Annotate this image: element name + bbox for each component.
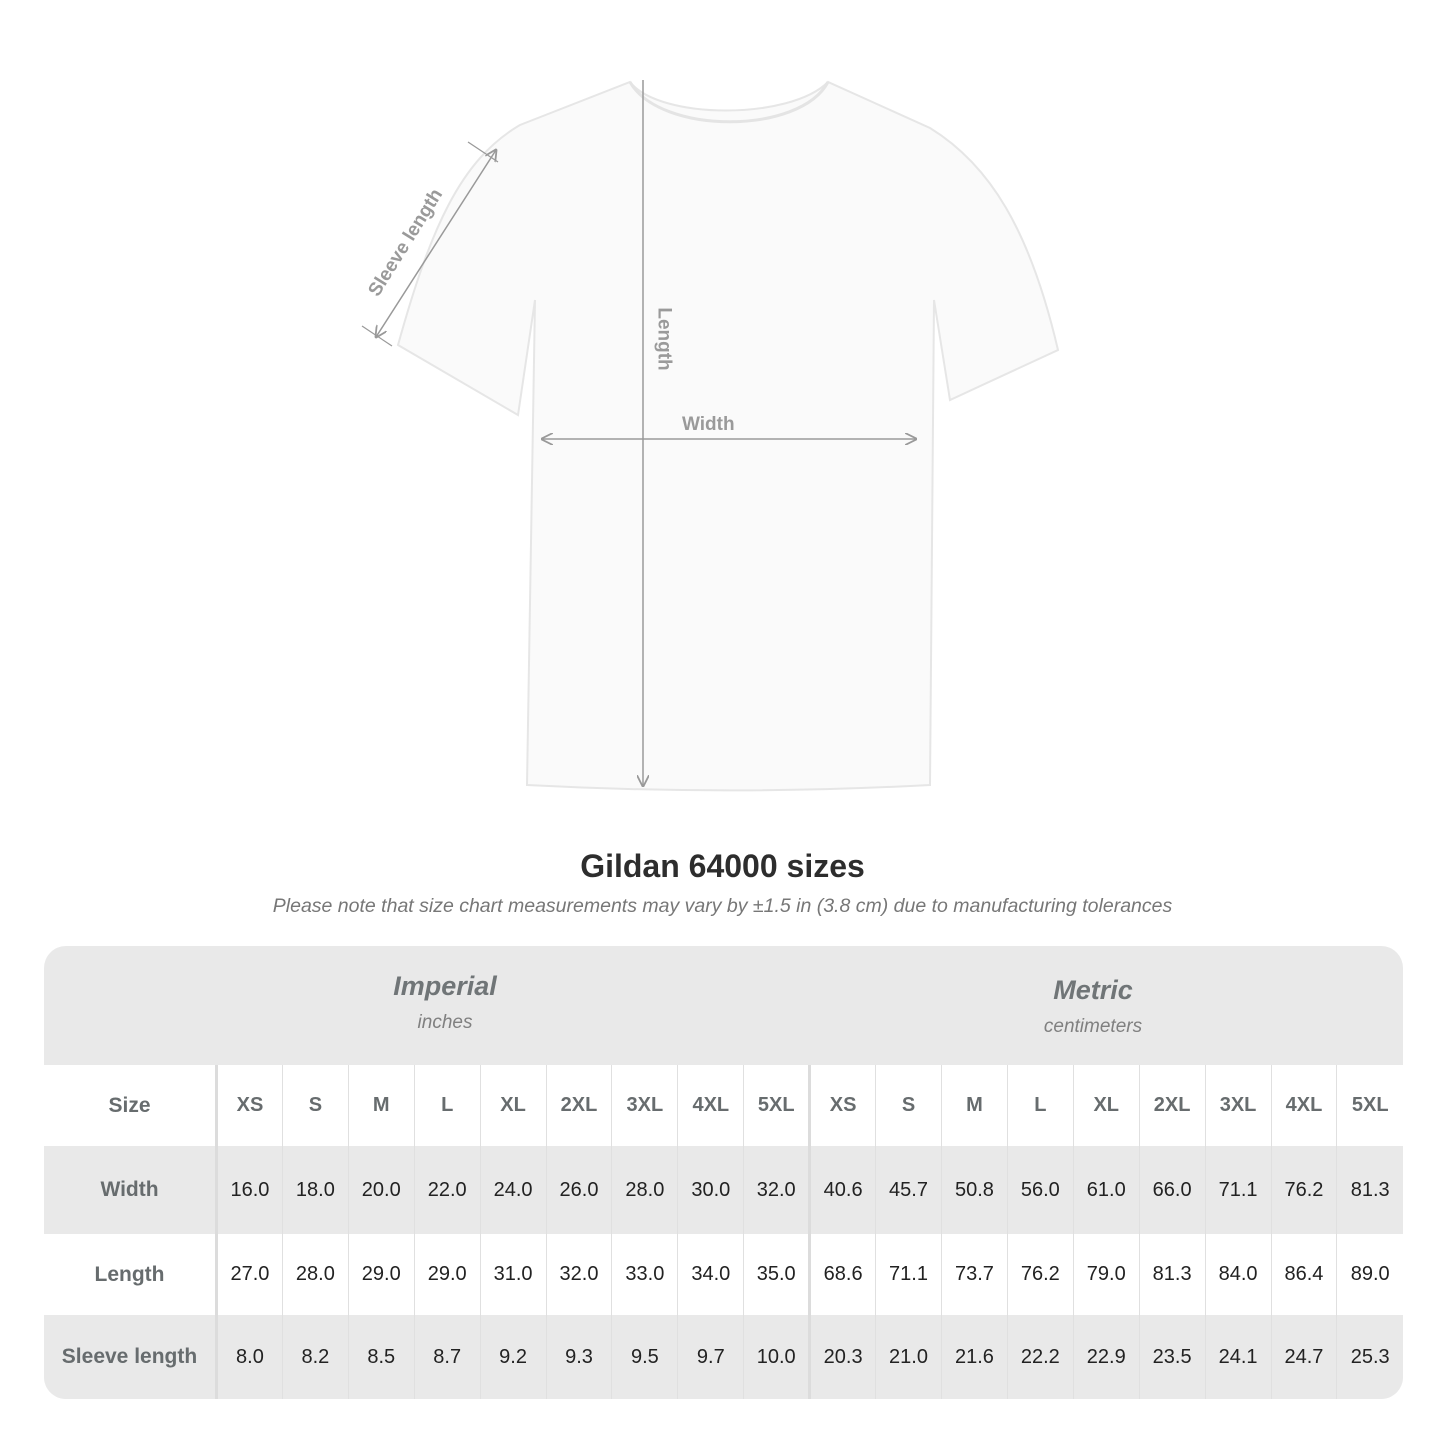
imperial-value: 31.0 [479,1234,547,1315]
metric-value: 20.3 [808,1315,876,1399]
imperial-value: 18.0 [281,1146,349,1234]
imperial-value: 27.0 [216,1234,283,1315]
metric-value: 73.7 [940,1234,1008,1315]
imperial-value: 24.0 [479,1146,547,1234]
imperial-size-xl: XL [479,1065,547,1146]
metric-value: 50.8 [940,1146,1008,1234]
size-header: Size [44,1065,218,1146]
row-label: Width [44,1146,218,1234]
tshirt-image [396,80,1060,792]
metric-value: 24.7 [1270,1315,1337,1399]
metric-size-s: S [875,1065,942,1146]
metric-value: 66.0 [1138,1146,1206,1234]
imperial-value: 32.0 [743,1146,810,1234]
metric-title: Metric [1053,975,1133,1005]
tshirt-diagram [361,80,1060,792]
imperial-value: 29.0 [413,1234,481,1315]
table-header-row: Size XS S M L XL 2XL 3XL 4XL 5XL XS S M L XL 2XL 3XL 4XL 5… [44,1065,1403,1146]
imperial-size-l: L [413,1065,481,1146]
imperial-title: Imperial [393,971,497,1001]
metric-value: 89.0 [1336,1234,1403,1315]
metric-value: 81.3 [1336,1146,1403,1234]
imperial-value: 29.0 [347,1234,415,1315]
metric-value: 56.0 [1006,1146,1074,1234]
metric-value: 81.3 [1138,1234,1206,1315]
imperial-unit: inches [417,1012,473,1033]
imperial-size-2xl: 2XL [545,1065,612,1146]
imperial-size-3xl: 3XL [611,1065,678,1146]
imperial-value: 8.2 [281,1315,349,1399]
table-row: Length 27.0 28.0 29.0 29.0 31.0 32.0 33.0 34.0 35… [44,1234,1403,1315]
metric-size-l: L [1006,1065,1074,1146]
metric-size-3xl: 3XL [1204,1065,1271,1146]
imperial-size-m: M [347,1065,415,1146]
imperial-value: 35.0 [743,1234,810,1315]
metric-value: 84.0 [1204,1234,1271,1315]
width-label: Width [682,414,735,435]
metric-value: 68.6 [808,1234,876,1315]
imperial-value: 20.0 [347,1146,415,1234]
metric-value: 21.6 [940,1315,1008,1399]
table-row: Sleeve length 8.0 8.2 8.5 8.7 9.2 9.3 9.5 9.7 10.… [44,1315,1403,1399]
imperial-value: 8.5 [347,1315,415,1399]
metric-value: 21.0 [875,1315,942,1399]
imperial-value: 33.0 [611,1234,678,1315]
metric-value: 79.0 [1072,1234,1140,1315]
imperial-value: 8.0 [216,1315,283,1399]
imperial-header: Imperial inches [216,971,674,1034]
metric-value: 24.1 [1204,1315,1271,1399]
imperial-value: 22.0 [413,1146,481,1234]
metric-size-5xl: 5XL [1336,1065,1403,1146]
metric-value: 23.5 [1138,1315,1206,1399]
imperial-size-5xl: 5XL [743,1065,810,1146]
imperial-size-4xl: 4XL [677,1065,744,1146]
metric-value: 71.1 [875,1234,942,1315]
imperial-value: 8.7 [413,1315,481,1399]
metric-value: 45.7 [875,1146,942,1234]
metric-value: 61.0 [1072,1146,1140,1234]
imperial-value: 9.3 [545,1315,612,1399]
metric-size-m: M [940,1065,1008,1146]
tolerance-note: Please note that size chart measurements… [272,895,1173,917]
row-label: Length [44,1234,218,1315]
metric-value: 76.2 [1006,1234,1074,1315]
metric-size-xs: XS [808,1065,876,1146]
imperial-value: 9.2 [479,1315,547,1399]
imperial-value: 9.7 [677,1315,744,1399]
table-row: Width 16.0 18.0 20.0 22.0 24.0 26.0 28.0 30.0 32.… [44,1146,1403,1234]
metric-value: 71.1 [1204,1146,1271,1234]
imperial-value: 26.0 [545,1146,612,1234]
metric-value: 40.6 [808,1146,876,1234]
metric-size-2xl: 2XL [1138,1065,1206,1146]
metric-size-xl: XL [1072,1065,1140,1146]
row-label: Sleeve length [44,1315,218,1399]
size-chart: Imperial inches Metric centimeters Size X… [44,946,1403,1399]
metric-unit: centimeters [1043,1016,1143,1037]
metric-value: 76.2 [1270,1146,1337,1234]
imperial-value: 10.0 [743,1315,810,1399]
metric-value: 25.3 [1336,1315,1403,1399]
sleeve-measure-line [376,150,496,337]
imperial-value: 30.0 [677,1146,744,1234]
imperial-size-xs: XS [216,1065,283,1146]
imperial-value: 34.0 [677,1234,744,1315]
imperial-value: 9.5 [611,1315,678,1399]
metric-size-4xl: 4XL [1270,1065,1337,1146]
metric-value: 22.9 [1072,1315,1140,1399]
imperial-value: 32.0 [545,1234,612,1315]
metric-value: 22.2 [1006,1315,1074,1399]
page-title: Gildan 64000 sizes [580,848,865,884]
imperial-value: 16.0 [216,1146,283,1234]
metric-value: 86.4 [1270,1234,1337,1315]
imperial-size-s: S [281,1065,349,1146]
size-table: Size XS S M L XL 2XL 3XL 4XL 5XL XS S M L XL 2XL 3XL 4XL 5… [44,1065,1403,1399]
length-label: Length [653,307,675,371]
imperial-value: 28.0 [611,1146,678,1234]
metric-header: Metric centimeters [810,975,1376,1038]
imperial-value: 28.0 [281,1234,349,1315]
